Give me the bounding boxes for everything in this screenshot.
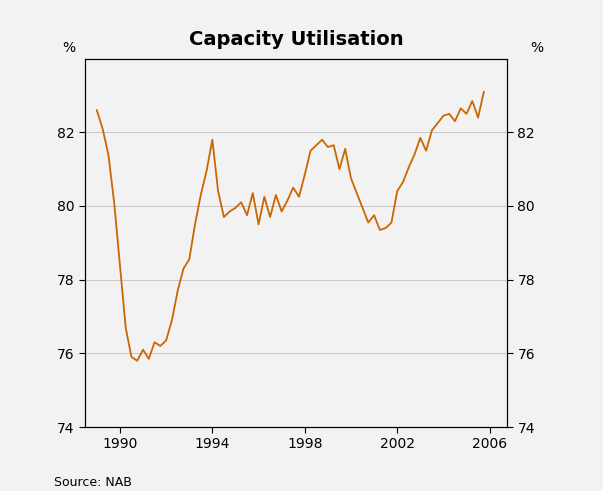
Title: Capacity Utilisation: Capacity Utilisation [189,30,403,49]
Text: Source: NAB: Source: NAB [54,476,132,489]
Text: %: % [62,41,75,55]
Text: %: % [530,41,543,55]
